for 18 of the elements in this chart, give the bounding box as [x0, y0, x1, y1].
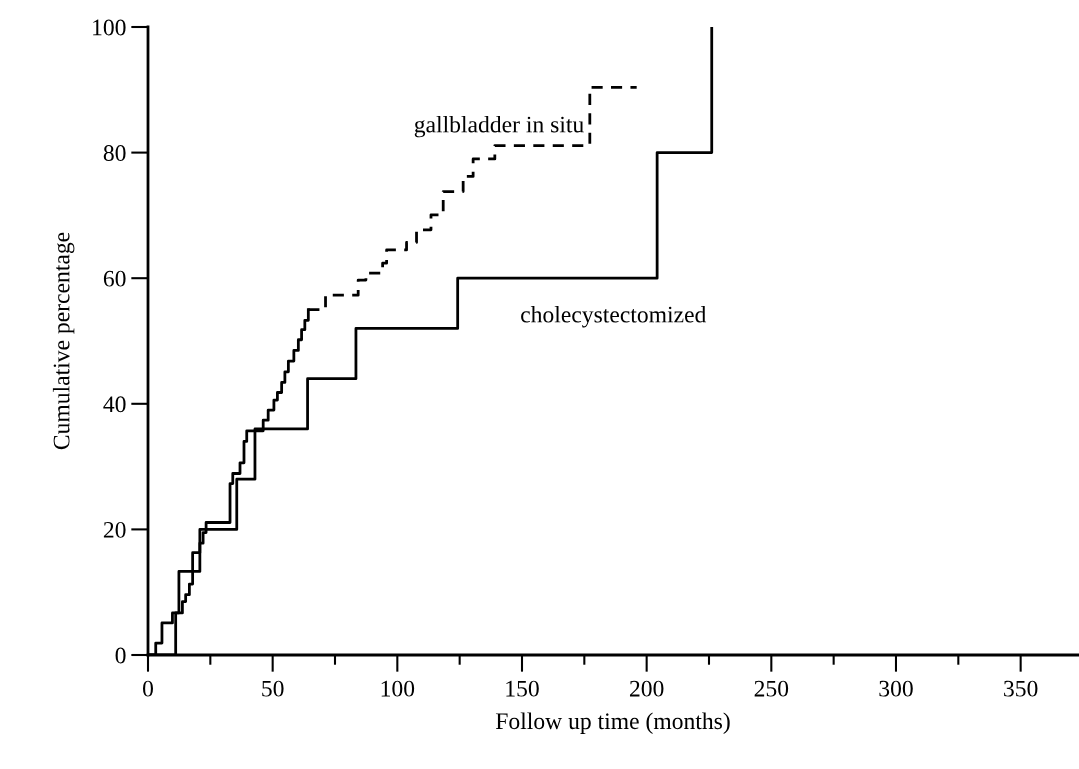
x-tick-label: 150	[506, 680, 539, 697]
series-label: gallbladder in situ	[414, 115, 584, 138]
series-label: cholecystectomized	[521, 305, 707, 328]
x-tick-label: 200	[629, 680, 664, 697]
x-tick-label: 0	[143, 680, 153, 697]
x-tick-label: 250	[754, 680, 789, 697]
y-tick-label: 40	[103, 396, 126, 413]
x-tick-label: 50	[262, 680, 284, 697]
y-tick-label: 0	[115, 647, 126, 664]
y-tick-label: 80	[103, 145, 126, 162]
x-tick-label: 100	[381, 680, 415, 697]
y-tick-label: 100	[93, 19, 126, 36]
y-tick-label: 20	[103, 521, 126, 538]
y-axis-title: Cumulative percentage	[52, 232, 75, 450]
x-tick-label: 300	[879, 680, 913, 697]
y-tick-label: 60	[103, 270, 126, 287]
x-tick-label: 350	[1004, 680, 1038, 697]
x-axis-title: Follow up time (months)	[495, 712, 730, 734]
